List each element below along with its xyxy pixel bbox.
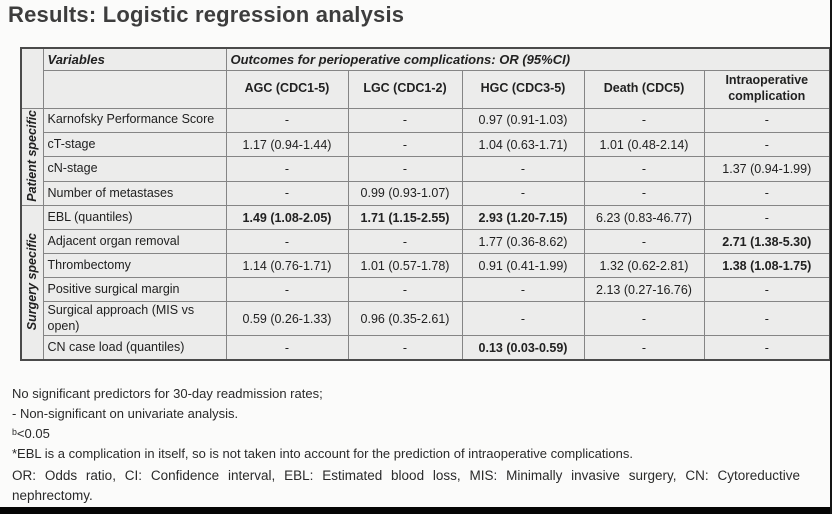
or-value-cell: 2.13 (0.27-16.76) [583,277,705,303]
or-value-cell: - [583,229,705,255]
or-value-cell: - [225,277,349,303]
header-row-1: Variables Outcomes for perioperative com… [20,47,831,109]
or-value-cell: 0.13 (0.03-0.59) [461,335,585,361]
footnote-line: *EBL is a complication in itself, so is … [12,445,633,461]
or-value-cell: - [583,301,705,337]
or-value-cell: - [225,107,349,133]
table-body: Patient specific Karnofsky Performance Sc… [20,107,831,361]
or-value-cell: - [225,156,349,182]
or-value-cell: - [347,107,463,133]
table-row: Surgery specific EBL (quantiles) 1.49 (1.0… [20,205,831,361]
or-value-cell: - [583,107,705,133]
or-value-cell: 0.99 (0.93-1.07) [347,180,463,207]
right-border-bar [830,0,832,514]
or-value-cell: - [225,229,349,255]
or-value-cell: 0.91 (0.41-1.99) [461,253,585,279]
or-value-cell: - [703,205,831,231]
variable-name-cell: Adjacent organ removal [42,229,227,255]
variables-subheader-empty [42,69,227,109]
footnote-line: - Non-significant on univariate analysis… [12,405,239,421]
or-value-cell: - [703,107,831,133]
footnote-line: ᵇ<0.05 [12,425,50,441]
table-row: cN-stage - - - -1.37 (0.94-1.99) [21,156,831,182]
or-value-cell: 1.77 (0.36-8.62) [461,229,585,255]
variable-name-cell: Thrombectomy [42,253,227,279]
or-value-cell: 2.71 (1.38-5.30) [703,229,831,255]
corner-cell [20,47,44,109]
or-value-cell: - [347,277,463,303]
table-row: Adjacent organ removal - -1.77 (0.36-8.62)… [21,229,831,255]
variable-name-cell: Number of metastases [42,180,227,207]
or-value-cell: 0.96 (0.35-2.61) [347,301,463,337]
or-value-cell: 1.38 (1.08-1.75) [703,253,831,279]
or-value-cell: - [225,335,349,361]
variable-name-cell: Positive surgical margin [42,277,227,303]
table-row: cT-stage 1.17 (0.94-1.44) -1.04 (0.63-1.71… [21,131,831,158]
group-label: Patient specific [25,109,39,202]
or-value-cell: 0.97 (0.91-1.03) [461,107,585,133]
or-value-cell: - [703,335,831,361]
header-row-2: AGC (CDC1-5) LGC (CDC1-2) HGC (CDC3-5) Deat… [21,69,831,109]
table-row: Patient specific Karnofsky Performance Sc… [20,107,831,207]
bottom-border-bar [0,507,832,514]
or-value-cell: 1.71 (1.15-2.55) [347,205,463,231]
or-value-cell: - [347,229,463,255]
or-value-cell: - [703,180,831,207]
or-value-cell: 1.04 (0.63-1.71) [461,131,585,158]
or-value-cell: - [461,277,585,303]
group-label: Surgery specific [25,232,39,330]
group-label-cell: Patient specific [20,107,44,207]
variable-name-cell: CN case load (quantiles) [42,335,227,361]
or-value-cell: - [461,156,585,182]
or-value-cell: - [347,156,463,182]
variable-name-cell: Karnofsky Performance Score [42,107,227,133]
variable-name-cell: cN-stage [42,156,227,182]
variable-name-cell: cT-stage [42,131,227,158]
or-value-cell: - [703,301,831,337]
column-header: Intraoperative complication [703,69,831,109]
or-value-cell: - [583,156,705,182]
or-value-cell: 0.59 (0.26-1.33) [225,301,349,337]
variable-name-cell: EBL (quantiles) [42,205,227,231]
footnotes-block: No significant predictors for 30-day rea… [12,386,812,466]
or-value-cell: 2.93 (1.20-7.15) [461,205,585,231]
or-value-cell: - [347,131,463,158]
column-header: AGC (CDC1-5) [225,69,349,109]
or-value-cell: 1.49 (1.08-2.05) [225,205,349,231]
results-table: Variables Outcomes for perioperative com… [20,47,832,362]
column-header: Death (CDC5) [583,69,705,109]
table-row: Thrombectomy 1.14 (0.76-1.71) 1.01 (0.57-1… [21,253,831,279]
or-value-cell: 1.32 (0.62-2.81) [583,253,705,279]
abbreviations-note: OR: Odds ratio, CI: Confidence interval,… [12,468,800,503]
page-title: Results: Logistic regression analysis [8,2,405,27]
or-value-cell: - [461,301,585,337]
or-value-cell: 1.37 (0.94-1.99) [703,156,831,182]
table-row: Surgical approach (MIS vs open) 0.59 (0.2… [21,301,831,337]
variable-name-cell: Surgical approach (MIS vs open) [42,301,227,337]
column-header: HGC (CDC3-5) [461,69,585,109]
or-value-cell: - [703,277,831,303]
variables-header: Variables [42,47,227,71]
footnote-line: No significant predictors for 30-day rea… [12,386,323,401]
table-row: CN case load (quantiles) - -0.13 (0.03-0.5… [21,335,831,361]
table-row: Number of metastases -0.99 (0.93-1.07) - - - [21,180,831,207]
outcomes-header: Outcomes for perioperative complications… [225,47,831,71]
group-label-cell: Surgery specific [20,205,44,361]
or-value-cell: 1.01 (0.57-1.78) [347,253,463,279]
or-value-cell: - [583,335,705,361]
or-value-cell: 1.01 (0.48-2.14) [583,131,705,158]
or-value-cell: - [225,180,349,207]
or-value-cell: 1.14 (0.76-1.71) [225,253,349,279]
or-value-cell: 1.17 (0.94-1.44) [225,131,349,158]
or-value-cell: 6.23 (0.83-46.77) [583,205,705,231]
or-value-cell: - [347,335,463,361]
table-row: Positive surgical margin - - -2.13 (0.27-16… [21,277,831,303]
or-value-cell: - [461,180,585,207]
column-header: LGC (CDC1-2) [347,69,463,109]
or-value-cell: - [703,131,831,158]
or-value-cell: - [583,180,705,207]
